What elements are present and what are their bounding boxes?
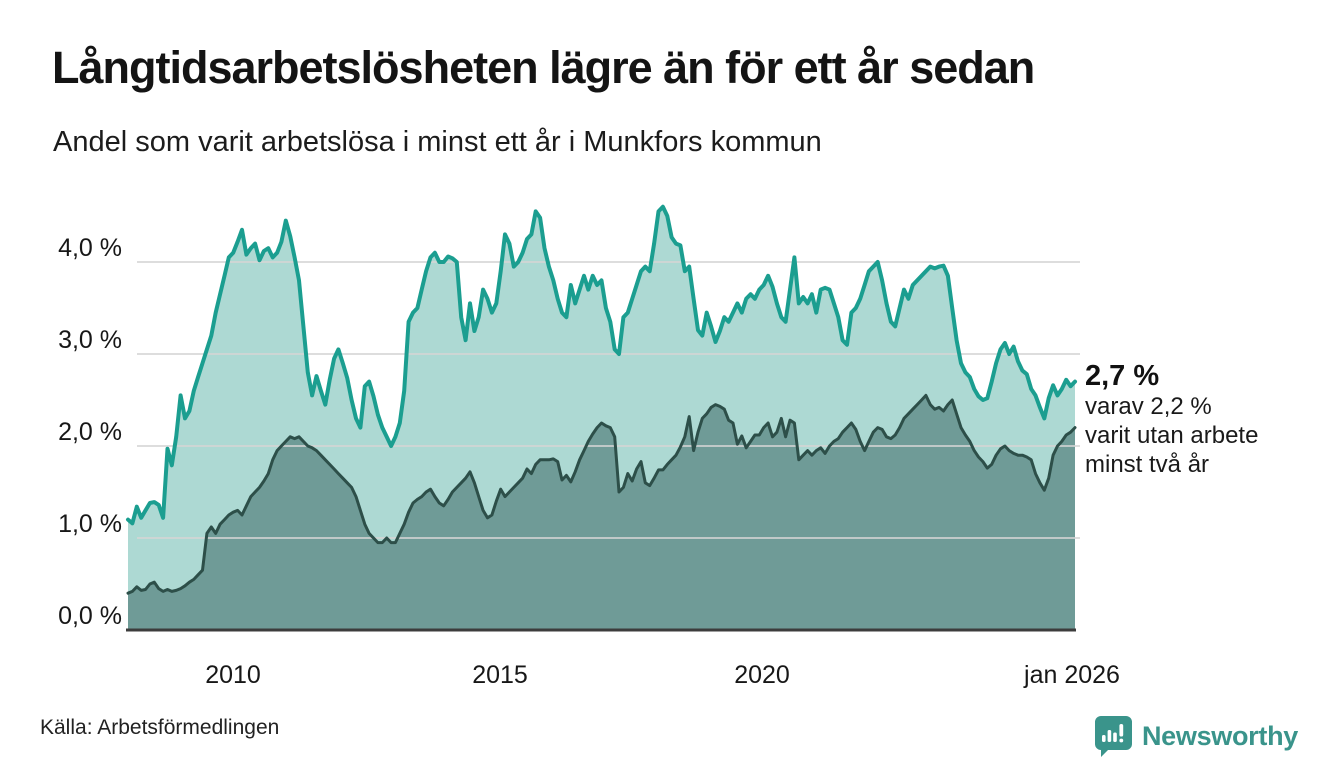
y-tick-3: 3,0 %: [58, 326, 122, 354]
y-tick-4: 4,0 %: [58, 234, 122, 262]
annotation-line-2: varit utan arbete: [1085, 422, 1259, 449]
page-title: Långtidsarbetslösheten lägre än för ett …: [52, 42, 1035, 93]
series-min-tva-ar-line: [126, 393, 1077, 595]
end-value-annotation: 2,7 % varav 2,2 % varit utan arbete mins…: [1085, 360, 1325, 479]
source-note: Källa: Arbetsförmedlingen: [40, 716, 280, 739]
series-min-tva-ar-area: [128, 395, 1075, 630]
page-subtitle: Andel som varit arbetslösa i minst ett å…: [53, 126, 822, 158]
x-tick-2010: 2010: [205, 661, 261, 689]
x-tick-jan-2026: jan 2026: [1024, 661, 1120, 689]
y-tick-1: 1,0 %: [58, 510, 122, 538]
newsworthy-icon: [1094, 716, 1132, 757]
brand-name: Newsworthy: [1141, 720, 1298, 751]
annotation-line-3: minst två år: [1085, 451, 1210, 478]
x-tick-2020: 2020: [734, 661, 790, 689]
brand-logo: Newsworthy: [1093, 714, 1298, 758]
x-tick-2015: 2015: [472, 661, 528, 689]
annotation-line-1: varav 2,2 %: [1085, 393, 1212, 420]
y-tick-0: 0,0 %: [58, 602, 122, 630]
series-min-ett-ar-line: [126, 204, 1077, 526]
y-tick-2: 2,0 %: [58, 418, 122, 446]
end-value-label: 2,7 %: [1085, 360, 1160, 392]
